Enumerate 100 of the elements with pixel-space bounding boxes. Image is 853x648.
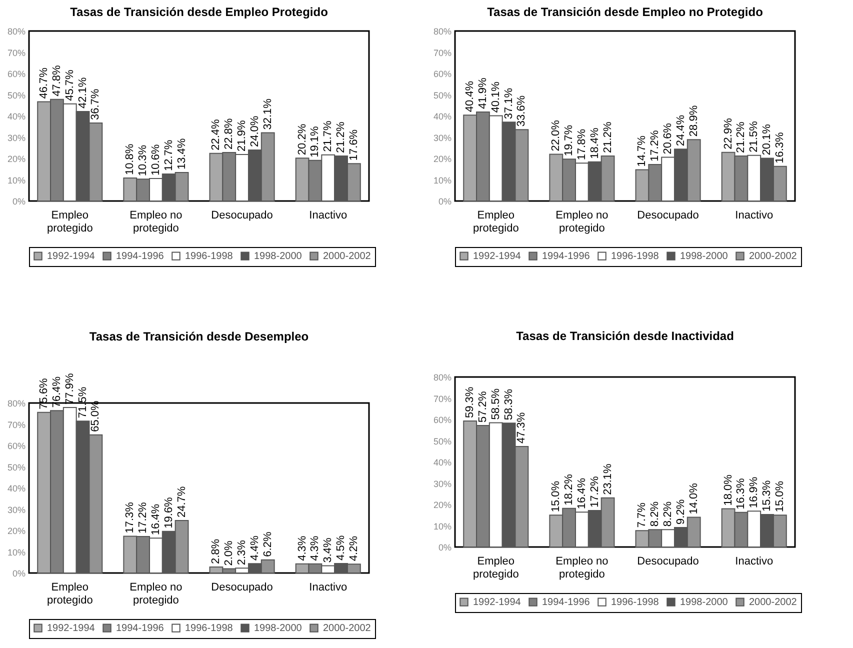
data-label: 24.4% xyxy=(674,114,687,146)
y-tick-label: 70% xyxy=(433,48,452,58)
x-tick-label: Empleo protegido xyxy=(46,210,93,234)
data-label: 21.2% xyxy=(602,122,614,153)
y-tick-label: 0% xyxy=(12,568,26,578)
y-tick-label: 80% xyxy=(433,372,452,382)
y-tick-label: 10% xyxy=(433,521,452,532)
data-label: 37.1% xyxy=(502,88,515,120)
data-label: 21.9% xyxy=(236,120,248,152)
data-label: 33.6% xyxy=(516,95,528,127)
legend-label: 2000-2002 xyxy=(749,597,798,608)
y-tick-label: 30% xyxy=(433,478,452,489)
data-label: 16.4% xyxy=(576,478,588,510)
data-label: 17.2% xyxy=(137,502,150,534)
data-label: 22.4% xyxy=(210,118,222,150)
y-tick-label: 20% xyxy=(7,154,26,164)
data-label: 20.6% xyxy=(662,122,674,154)
y-tick-label: 80% xyxy=(433,26,452,36)
data-label: 40.1% xyxy=(490,81,502,113)
legend-label: 1998-2000 xyxy=(680,597,728,608)
y-tick-label: 60% xyxy=(433,415,452,425)
data-label: 19.1% xyxy=(309,126,322,158)
chart-title: Tasas de Transición desde Desempleo xyxy=(89,329,309,344)
data-label: 21.2% xyxy=(735,122,748,153)
y-tick-label: 20% xyxy=(433,500,452,510)
x-tick-label: Inactivo xyxy=(735,210,774,222)
legend-label: 1992-1994 xyxy=(473,597,522,608)
data-label: 18.4% xyxy=(588,127,601,159)
data-label: 16.3% xyxy=(774,132,786,164)
data-label: 22.0% xyxy=(550,120,562,152)
y-tick-label: 60% xyxy=(7,441,26,451)
x-tick-label: Empleo no protegido xyxy=(130,582,182,606)
legend-label: 1996-1998 xyxy=(611,251,660,262)
data-label: 4.3% xyxy=(296,536,308,561)
data-label: 13.4% xyxy=(176,138,188,170)
y-tick-label: 80% xyxy=(7,26,26,36)
y-tick-label: 70% xyxy=(7,48,26,58)
y-tick-label: 10% xyxy=(7,547,26,558)
legend-label: 2000-2002 xyxy=(323,251,372,262)
x-tick-label: Empleo protegido xyxy=(472,556,519,580)
legend-label: 1996-1998 xyxy=(611,597,660,608)
data-label: 17.8% xyxy=(576,128,588,160)
data-label: 19.6% xyxy=(162,496,175,528)
data-label: 7.7% xyxy=(636,502,648,528)
x-tick-label: Empleo no protegido xyxy=(556,210,608,234)
x-tick-label: Desocupado xyxy=(211,210,273,222)
data-label: 21.7% xyxy=(322,120,334,152)
legend-label: 1998-2000 xyxy=(254,623,302,634)
data-label: 18.2% xyxy=(563,474,576,506)
legend-label: 1992-1994 xyxy=(47,251,96,262)
data-label: 4.4% xyxy=(248,535,261,561)
data-label: 2.3% xyxy=(236,540,248,566)
y-tick-label: 80% xyxy=(7,398,26,408)
legend-label: 1994-1996 xyxy=(542,597,590,608)
legend-label: 1998-2000 xyxy=(254,251,302,262)
legend-label: 1998-2000 xyxy=(680,251,728,262)
y-tick-label: 50% xyxy=(433,90,452,100)
data-label: 20.1% xyxy=(761,124,774,156)
x-tick-label: Empleo protegido xyxy=(46,582,93,606)
legend-label: 1996-1998 xyxy=(185,623,234,634)
data-label: 17.3% xyxy=(124,502,136,534)
data-label: 16.9% xyxy=(748,476,760,508)
data-label: 57.2% xyxy=(476,391,489,422)
data-label: 8.2% xyxy=(649,501,662,527)
y-tick-label: 40% xyxy=(7,484,26,494)
y-tick-label: 30% xyxy=(433,132,452,143)
data-label: 17.2% xyxy=(649,130,662,162)
data-label: 12.7% xyxy=(162,140,175,172)
data-label: 71.5% xyxy=(76,386,89,418)
data-label: 17.2% xyxy=(588,476,601,508)
data-label: 65.0% xyxy=(90,400,102,432)
x-tick-label: Desocupado xyxy=(637,210,699,222)
data-label: 4.5% xyxy=(335,535,348,560)
data-label: 22.8% xyxy=(223,118,236,150)
data-label: 75.6% xyxy=(38,378,50,410)
legend-label: 1992-1994 xyxy=(47,623,96,634)
x-tick-label: Desocupado xyxy=(211,582,273,594)
data-label: 21.5% xyxy=(748,120,760,152)
data-label: 46.7% xyxy=(38,67,50,99)
chart-title: Tasas de Transición desde Empleo no Protegido xyxy=(487,5,763,19)
data-label: 15.3% xyxy=(761,480,774,512)
data-label: 23.1% xyxy=(602,464,614,495)
x-tick-label: Inactivo xyxy=(309,210,348,222)
y-tick-label: 10% xyxy=(433,175,452,186)
legend-label: 1992-1994 xyxy=(473,251,522,262)
y-tick-label: 70% xyxy=(7,420,26,430)
y-tick-label: 30% xyxy=(7,504,26,515)
data-label: 42.1% xyxy=(76,77,89,109)
data-label: 76.4% xyxy=(50,376,63,408)
data-label: 8.2% xyxy=(662,501,674,527)
x-tick-label: Desocupado xyxy=(637,556,699,568)
y-tick-label: 40% xyxy=(433,112,452,122)
legend-label: 1994-1996 xyxy=(116,623,164,634)
y-tick-label: 70% xyxy=(433,394,452,404)
data-label: 40.4% xyxy=(464,80,476,112)
data-label: 10.6% xyxy=(150,144,162,176)
data-label: 6.2% xyxy=(262,532,274,557)
y-tick-label: 50% xyxy=(433,436,452,446)
y-tick-label: 30% xyxy=(7,132,26,143)
data-label: 58.3% xyxy=(502,388,515,420)
